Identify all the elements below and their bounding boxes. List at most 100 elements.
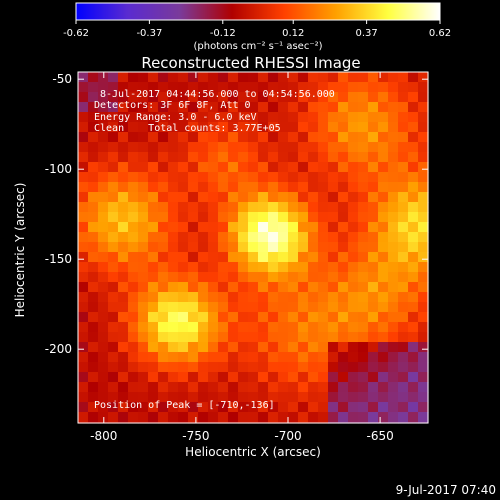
heatmap-cell: [288, 72, 299, 83]
heatmap-cell: [348, 372, 359, 383]
heatmap-cell: [258, 352, 269, 363]
heatmap-cell: [208, 172, 219, 183]
heatmap-cell: [288, 112, 299, 123]
heatmap-cell: [208, 292, 219, 303]
heatmap-cell: [408, 332, 419, 343]
heatmap-cell: [318, 232, 329, 243]
heatmap-cell: [78, 272, 89, 283]
heatmap-cell: [408, 112, 419, 123]
heatmap-cell: [128, 262, 139, 273]
heatmap-cell: [388, 262, 399, 273]
heatmap-cell: [108, 312, 119, 323]
heatmap-cell: [98, 232, 109, 243]
heatmap-cell: [138, 292, 149, 303]
heatmap-cell: [268, 152, 279, 163]
heatmap-cell: [128, 272, 139, 283]
heatmap-cell: [128, 222, 139, 233]
heatmap-cell: [308, 192, 319, 203]
heatmap-cell: [188, 292, 199, 303]
heatmap-cell: [128, 362, 139, 373]
heatmap-cell: [298, 82, 309, 93]
heatmap-cell: [148, 202, 159, 213]
heatmap-cell: [268, 242, 279, 253]
heatmap-cell: [138, 342, 149, 353]
heatmap-cell: [178, 112, 189, 123]
heatmap-cell: [388, 402, 399, 413]
heatmap-cell: [138, 192, 149, 203]
heatmap-cell: [278, 412, 289, 423]
heatmap-cell: [88, 212, 99, 223]
heatmap-cell: [268, 122, 279, 133]
heatmap-cell: [408, 272, 419, 283]
heatmap-cell: [168, 222, 179, 233]
heatmap-cell: [218, 252, 229, 263]
heatmap-cell: [188, 262, 199, 273]
heatmap-cell: [308, 332, 319, 343]
heatmap-cell: [368, 412, 379, 423]
heatmap-cell: [178, 372, 189, 383]
heatmap-cell: [268, 292, 279, 303]
heatmap-cell: [188, 92, 199, 103]
heatmap-cell: [88, 322, 99, 333]
heatmap-cell: [218, 152, 229, 163]
heatmap-cell: [138, 312, 149, 323]
heatmap-cell: [398, 212, 409, 223]
heatmap-cell: [368, 72, 379, 83]
heatmap-cell: [418, 272, 429, 283]
heatmap-cell: [88, 352, 99, 363]
heatmap-cell: [248, 152, 259, 163]
heatmap-cell: [208, 112, 219, 123]
heatmap-cell: [188, 122, 199, 133]
heatmap-cell: [198, 72, 209, 83]
heatmap-cell: [368, 142, 379, 153]
plot-frame: [77, 71, 429, 424]
heatmap-cell: [408, 72, 419, 83]
heatmap-cell: [408, 302, 419, 313]
heatmap-cell: [258, 302, 269, 313]
heatmap-cell: [338, 232, 349, 243]
colorbar-unit-label: (photons cm⁻² s⁻¹ asec⁻²): [193, 41, 322, 52]
heatmap-cell: [88, 272, 99, 283]
heatmap-cell: [318, 92, 329, 103]
heatmap-cell: [348, 122, 359, 133]
heatmap-cell: [348, 82, 359, 93]
heatmap-cell: [128, 382, 139, 393]
heatmap-cell: [88, 142, 99, 153]
heatmap-cell: [228, 112, 239, 123]
heatmap-cell: [218, 132, 229, 143]
heatmap-cell: [328, 302, 339, 313]
heatmap-cell: [248, 222, 259, 233]
heatmap-cell: [218, 222, 229, 233]
heatmap-cell: [168, 332, 179, 343]
heatmap-cell: [198, 132, 209, 143]
heatmap-cell: [258, 382, 269, 393]
heatmap-cell: [198, 272, 209, 283]
heatmap-cell: [248, 402, 259, 413]
annotation-peak-position: Position of Peak = [-710,-136]: [94, 400, 275, 411]
heatmap-cell: [308, 372, 319, 383]
heatmap-cell: [278, 132, 289, 143]
heatmap-cell: [268, 162, 279, 173]
heatmap-cell: [288, 242, 299, 253]
heatmap-cell: [338, 272, 349, 283]
heatmap-cell: [308, 362, 319, 373]
heatmap-cell: [218, 352, 229, 363]
heatmap-cell: [88, 372, 99, 383]
heatmap-cell: [278, 162, 289, 173]
heatmap-cell: [388, 192, 399, 203]
heatmap-cell: [198, 232, 209, 243]
heatmap-cell: [278, 172, 289, 183]
heatmap-cell: [418, 412, 429, 423]
heatmap-cell: [238, 262, 249, 273]
heatmap-cell: [188, 332, 199, 343]
heatmap-cell: [318, 322, 329, 333]
heatmap-cell: [378, 242, 389, 253]
heatmap-cell: [318, 82, 329, 93]
heatmap-cell: [208, 352, 219, 363]
heatmap-cell: [378, 152, 389, 163]
heatmap-cell: [288, 392, 299, 403]
heatmap-cell: [318, 342, 329, 353]
heatmap-cell: [178, 172, 189, 183]
heatmap-cell: [128, 412, 139, 423]
heatmap-cell: [318, 352, 329, 363]
